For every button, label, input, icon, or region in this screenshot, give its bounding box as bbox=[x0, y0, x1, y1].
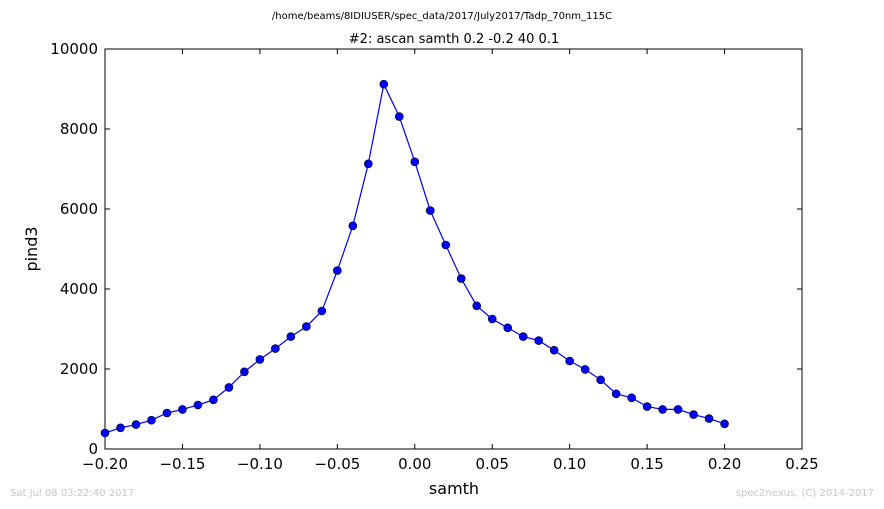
x-tick-label: 0.20 bbox=[708, 455, 741, 473]
data-point bbox=[333, 266, 342, 275]
x-axis-label: samth bbox=[429, 479, 479, 498]
data-point bbox=[441, 240, 451, 250]
data-point bbox=[131, 420, 141, 429]
data-point bbox=[720, 419, 729, 429]
data-point bbox=[580, 365, 590, 374]
data-point bbox=[302, 322, 311, 331]
footer-credit: spec2nexus, (C) 2014-2017 bbox=[735, 488, 874, 499]
data-point bbox=[627, 393, 636, 403]
data-point bbox=[487, 314, 497, 324]
data-point bbox=[286, 332, 296, 341]
data-point bbox=[271, 344, 280, 353]
y-tick-label: 4000 bbox=[60, 280, 98, 298]
y-tick-label: 0 bbox=[88, 440, 98, 458]
y-tick-label: 10000 bbox=[50, 40, 98, 58]
data-point bbox=[410, 157, 420, 167]
y-tick-label: 2000 bbox=[60, 360, 98, 378]
data-point bbox=[178, 405, 187, 414]
x-tick-label: −0.10 bbox=[237, 455, 283, 473]
data-point bbox=[224, 383, 234, 392]
data-point bbox=[456, 274, 466, 283]
data-point bbox=[364, 159, 373, 169]
x-tick-label: 0.00 bbox=[398, 455, 431, 473]
data-point bbox=[534, 336, 543, 345]
data-point bbox=[394, 112, 404, 121]
y-tick-label: 8000 bbox=[60, 120, 98, 138]
x-tick-label: −0.20 bbox=[82, 455, 128, 473]
data-point bbox=[642, 402, 652, 411]
data-point bbox=[611, 389, 621, 399]
x-tick-label: 0.25 bbox=[785, 455, 818, 473]
data-point bbox=[209, 395, 218, 405]
plot-area: −0.20 −0.15 −0.10 −0.05 0.00 0.05 0.10 0.15 0.20… bbox=[50, 40, 818, 473]
data-point bbox=[472, 301, 482, 311]
data-point bbox=[565, 356, 574, 366]
data-point bbox=[425, 206, 435, 215]
chart-title: #2: ascan samth 0.2 -0.2 40 0.1 bbox=[349, 32, 559, 47]
data-point bbox=[673, 405, 683, 414]
data-point bbox=[116, 423, 125, 433]
data-point bbox=[162, 408, 172, 418]
data-point bbox=[379, 79, 389, 89]
data-point bbox=[503, 323, 513, 333]
y-axis-label: pind3 bbox=[22, 226, 41, 271]
data-point bbox=[348, 221, 358, 231]
data-point bbox=[317, 306, 327, 316]
data-point bbox=[255, 355, 265, 364]
plot-frame bbox=[104, 48, 803, 450]
data-point bbox=[100, 428, 110, 438]
x-tick-label: 0.05 bbox=[476, 455, 509, 473]
x-tick-label: −0.15 bbox=[159, 455, 205, 473]
x-tick-label: 0.10 bbox=[553, 455, 586, 473]
data-point bbox=[689, 410, 698, 419]
y-tick-label: 6000 bbox=[60, 200, 98, 218]
x-tick-label: −0.05 bbox=[314, 455, 360, 473]
data-point bbox=[596, 375, 605, 385]
series-line bbox=[104, 82, 725, 434]
data-point bbox=[518, 332, 528, 341]
data-point bbox=[147, 415, 156, 425]
data-point bbox=[549, 345, 559, 355]
data-point bbox=[240, 367, 249, 377]
data-point bbox=[658, 405, 667, 414]
x-tick-label: 0.15 bbox=[630, 455, 663, 473]
data-point bbox=[193, 400, 203, 410]
chart-suptitle: /home/beams/8IDIUSER/spec_data/2017/July… bbox=[272, 11, 612, 22]
data-point bbox=[704, 414, 714, 423]
footer-timestamp: Sat Jul 08 03:22:40 2017 bbox=[10, 488, 135, 499]
